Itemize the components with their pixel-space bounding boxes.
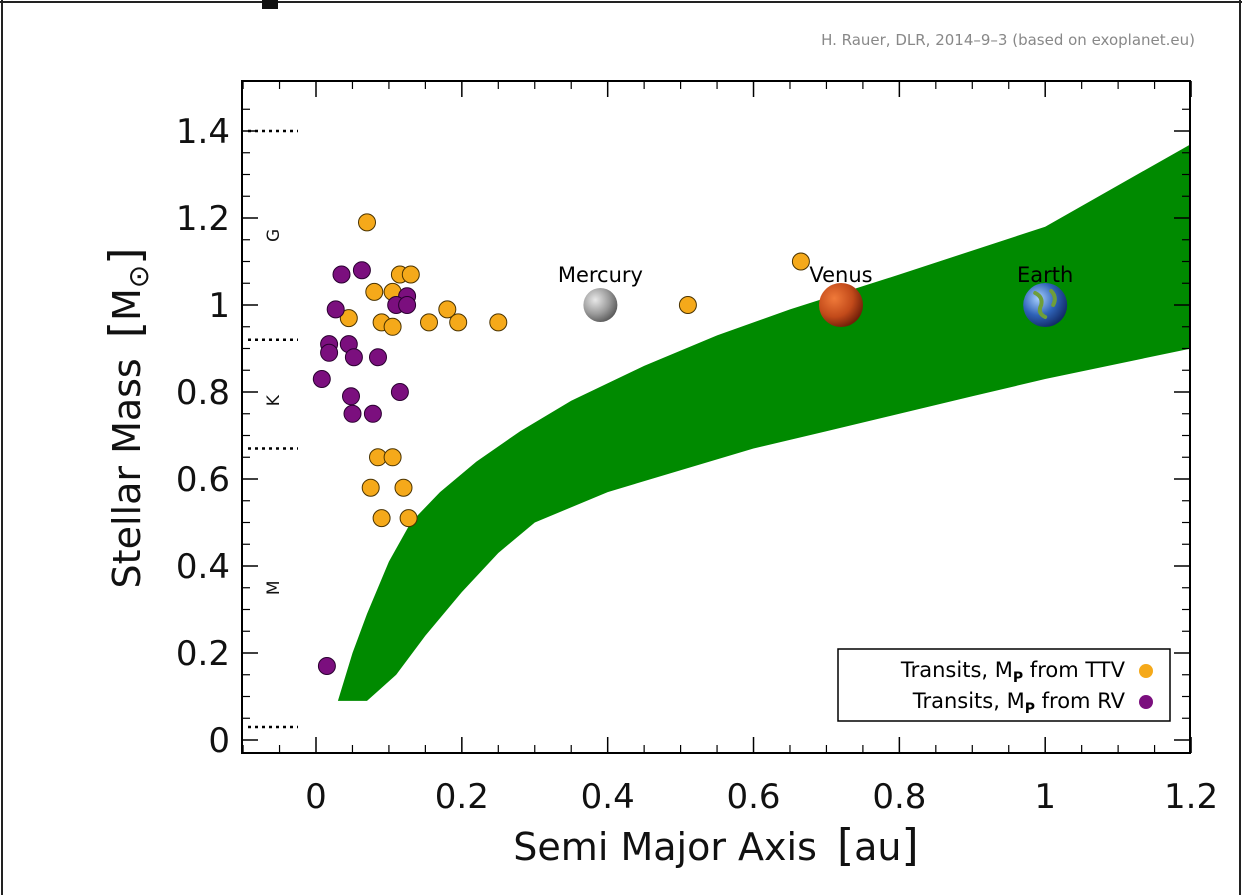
x-axis-title: Semi Major Axis [au] [513, 820, 918, 871]
credit-text: H. Rauer, DLR, 2014–9–3 (based on exopla… [821, 31, 1195, 49]
x-tick-label: 0.8 [872, 777, 926, 817]
data-point-ttv [399, 509, 418, 528]
page-frame-mark [262, 0, 278, 9]
x-axis-title-text: Semi Major Axis [513, 825, 817, 869]
x-tick-label: 0.2 [435, 777, 489, 817]
legend-marker-rv [1139, 695, 1153, 709]
plot-frame [241, 80, 1191, 754]
svg-text:Transits, MP from RV: Transits, MP from RV [912, 689, 1126, 717]
data-point-ttv [449, 313, 468, 332]
earth-continents [1033, 289, 1057, 319]
legend-box [837, 648, 1171, 722]
y-tick-label: 0.8 [176, 373, 230, 413]
x-tick-label: 1.2 [1164, 777, 1218, 817]
data-point-rv [317, 657, 336, 675]
x-tick-label: 0.6 [726, 777, 780, 817]
y-tick-label: 0.6 [176, 460, 230, 500]
legend-marker-ttv [1139, 664, 1153, 678]
data-point-ttv [383, 448, 402, 467]
x-axis-unit: au [854, 825, 901, 869]
x-tick-label: 0.4 [581, 777, 635, 817]
data-point-ttv [489, 313, 508, 332]
data-point-ttv [383, 317, 402, 336]
axis-ticks-layer: 0 0.2 0.4 0.6 0.8 1 1.2 0 0.2 0.4 0.6 0.8 1 1.2 1.4 [176, 81, 1218, 817]
y-axis-unit-sub: ⊙ [122, 265, 155, 288]
data-point-ttv [678, 296, 697, 314]
data-point-rv [390, 383, 409, 401]
habitable-zone-layer [337, 144, 1190, 701]
y-tick-label: 1 [208, 286, 230, 326]
data-point-rv [320, 343, 339, 362]
svg-text:Stellar Mass [M⊙]: Stellar Mass [M⊙] [100, 248, 155, 589]
data-points-layer [312, 213, 810, 675]
earth-label: Earth [1017, 263, 1073, 287]
habitable-zone-band [337, 144, 1190, 701]
legend: Transits, MP from TTV Transits, MP from … [837, 648, 1171, 722]
x-tick-label: 1 [1034, 777, 1056, 817]
y-tick-label: 0.2 [176, 634, 230, 674]
data-point-rv [343, 404, 362, 423]
y-tick-label: 0 [208, 721, 230, 761]
data-point-ttv [401, 265, 420, 284]
data-point-rv [363, 404, 382, 423]
spectral-type-layer: G K M [248, 129, 298, 729]
y-axis-title-text: Stellar Mass [105, 358, 149, 588]
data-point-rv [342, 387, 360, 406]
spectral-type-label: M [264, 580, 284, 595]
y-axis-title: Stellar Mass [M⊙] [100, 248, 155, 589]
data-point-ttv [420, 313, 438, 332]
data-point-rv [352, 261, 371, 280]
series-rv [312, 261, 417, 675]
y-tick-label: 1.4 [176, 112, 230, 152]
svg-text:Semi Major Axis [au]: Semi Major Axis [au] [513, 820, 918, 871]
legend-entry-rv: Transits, MP from RV [912, 689, 1153, 717]
x-tick-label: 0 [305, 777, 327, 817]
data-point-rv [332, 265, 351, 284]
y-axis-unit: M [105, 288, 149, 321]
data-point-rv [326, 300, 345, 319]
spectral-type-label: G [264, 229, 284, 242]
legend-entry-ttv: Transits, MP from TTV [900, 658, 1153, 686]
y-tick-label: 0.4 [176, 547, 230, 587]
data-point-rv [344, 348, 363, 367]
spectral-type-label: K [264, 394, 284, 406]
data-point-rv [312, 370, 331, 388]
mercury-marker [583, 288, 618, 322]
y-tick-label: 1.2 [176, 199, 230, 239]
mercury-label: Mercury [558, 263, 643, 287]
data-point-ttv [361, 478, 380, 497]
earth-marker [1023, 283, 1068, 327]
series-ttv [339, 213, 810, 528]
venus-label: Venus [809, 263, 872, 287]
data-point-ttv [365, 282, 384, 301]
data-point-ttv [358, 213, 376, 232]
solar-system-layer: Mercury Venus Earth [558, 263, 1073, 327]
data-point-ttv [394, 478, 413, 497]
data-point-ttv [339, 309, 358, 328]
svg-text:Transits, MP from TTV: Transits, MP from TTV [900, 658, 1126, 686]
data-point-ttv [438, 300, 457, 319]
data-point-rv [398, 296, 417, 314]
venus-marker [819, 283, 863, 327]
data-point-ttv [372, 509, 391, 528]
data-point-ttv [791, 252, 810, 271]
data-point-rv [369, 348, 387, 367]
